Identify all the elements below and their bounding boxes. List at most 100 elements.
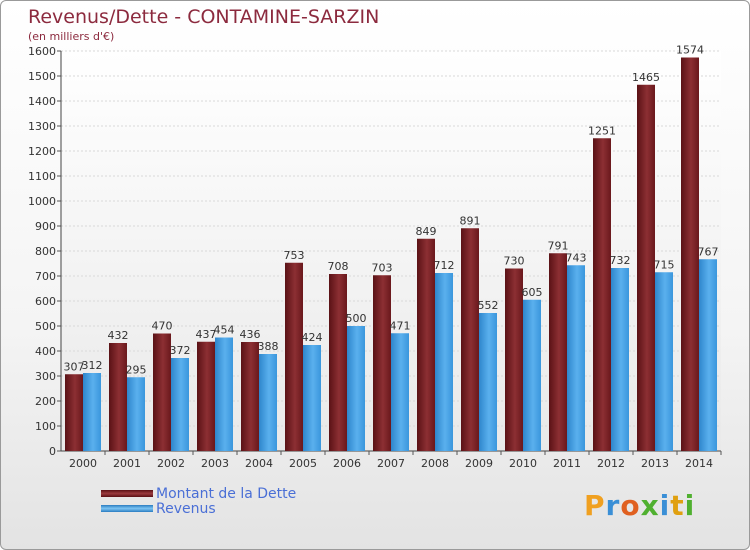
legend-label-revenue: Revenus (156, 501, 216, 517)
bar-debt (109, 343, 127, 451)
bar-debt (329, 274, 347, 451)
x-tick-label: 2012 (597, 457, 625, 470)
x-tick-label: 2011 (553, 457, 581, 470)
bar-debt (241, 342, 259, 451)
y-tick-label: 500 (35, 320, 56, 333)
bar-revenue (391, 333, 409, 451)
bar-debt (65, 374, 83, 451)
data-label-revenue: 388 (258, 340, 279, 353)
data-label-revenue: 424 (302, 331, 323, 344)
y-tick-label: 1200 (28, 145, 56, 158)
y-tick-label: 0 (49, 445, 56, 458)
logo-letter: r (605, 489, 621, 522)
bar-revenue (259, 354, 277, 451)
data-label-debt: 849 (416, 225, 437, 238)
x-tick-label: 2006 (333, 457, 361, 470)
data-label-debt: 1574 (676, 44, 704, 57)
y-tick-label: 100 (35, 420, 56, 433)
y-tick-label: 900 (35, 220, 56, 233)
data-label-revenue: 712 (434, 259, 455, 272)
logo-letter: P (584, 489, 606, 522)
bar-debt (417, 238, 435, 451)
logo-letter: i (659, 489, 671, 522)
legend-label-debt: Montant de la Dette (156, 486, 297, 502)
data-label-revenue: 743 (566, 251, 587, 264)
bar-revenue (611, 268, 629, 451)
data-label-debt: 708 (328, 260, 349, 273)
data-label-revenue: 767 (698, 245, 719, 258)
y-tick-label: 800 (35, 245, 56, 258)
legend-swatch-revenue (101, 505, 153, 512)
y-tick-label: 1600 (28, 45, 56, 58)
logo-letter: o (620, 489, 641, 522)
data-label-debt: 307 (64, 360, 85, 373)
bar-revenue (347, 326, 365, 451)
x-tick-label: 2003 (201, 457, 229, 470)
x-tick-label: 2002 (157, 457, 185, 470)
bar-revenue (523, 299, 541, 451)
legend-swatch-debt (101, 490, 153, 497)
bar-revenue (215, 337, 233, 451)
data-label-revenue: 605 (522, 286, 543, 299)
x-tick-label: 2004 (245, 457, 273, 470)
data-label-revenue: 732 (610, 254, 631, 267)
data-label-revenue: 454 (214, 324, 235, 337)
data-label-revenue: 715 (654, 258, 675, 271)
bar-revenue (83, 373, 101, 451)
bar-revenue (567, 265, 585, 451)
y-tick-label: 700 (35, 270, 56, 283)
y-tick-label: 1500 (28, 70, 56, 83)
chart-title: Revenus/Dette - CONTAMINE-SARZIN (28, 6, 380, 28)
y-tick-label: 600 (35, 295, 56, 308)
x-tick-label: 2000 (69, 457, 97, 470)
data-label-revenue: 372 (170, 344, 191, 357)
chart-subtitle: (en milliers d'€) (28, 30, 115, 43)
data-label-debt: 891 (460, 214, 481, 227)
x-tick-label: 2013 (641, 457, 669, 470)
data-label-debt: 1251 (588, 124, 616, 137)
bar-revenue (127, 377, 145, 451)
y-tick-label: 300 (35, 370, 56, 383)
x-tick-label: 2001 (113, 457, 141, 470)
proxiti-logo: Proxiti (584, 489, 695, 522)
x-tick-label: 2014 (685, 457, 713, 470)
y-tick-label: 1100 (28, 170, 56, 183)
data-label-debt: 432 (108, 329, 129, 342)
bar-revenue (655, 272, 673, 451)
data-label-revenue: 500 (346, 312, 367, 325)
data-label-revenue: 471 (390, 319, 411, 332)
y-tick-label: 1400 (28, 95, 56, 108)
bar-debt (505, 268, 523, 451)
data-label-debt: 791 (548, 239, 569, 252)
data-label-revenue: 312 (82, 359, 103, 372)
x-tick-label: 2009 (465, 457, 493, 470)
data-label-debt: 703 (372, 261, 393, 274)
x-tick-label: 2007 (377, 457, 405, 470)
bar-revenue (303, 345, 321, 451)
bar-revenue (171, 358, 189, 451)
data-label-debt: 1465 (632, 71, 660, 84)
data-label-revenue: 295 (126, 363, 147, 376)
data-label-debt: 753 (284, 249, 305, 262)
bar-debt (593, 138, 611, 451)
bar-debt (153, 333, 171, 451)
data-label-debt: 730 (504, 255, 525, 268)
y-tick-label: 400 (35, 345, 56, 358)
data-label-debt: 470 (152, 320, 173, 333)
data-label-debt: 436 (240, 328, 261, 341)
bar-revenue (699, 259, 717, 451)
bar-debt (681, 57, 699, 451)
logo-letter: x (640, 489, 660, 522)
y-tick-label: 1000 (28, 195, 56, 208)
bar-debt (373, 275, 391, 451)
logo-letter: i (684, 489, 696, 522)
x-tick-label: 2005 (289, 457, 317, 470)
bar-debt (461, 228, 479, 451)
y-tick-label: 200 (35, 395, 56, 408)
bar-debt (549, 253, 567, 451)
bar-debt (285, 262, 303, 451)
logo-letter: t (670, 489, 685, 522)
bar-revenue (479, 313, 497, 451)
